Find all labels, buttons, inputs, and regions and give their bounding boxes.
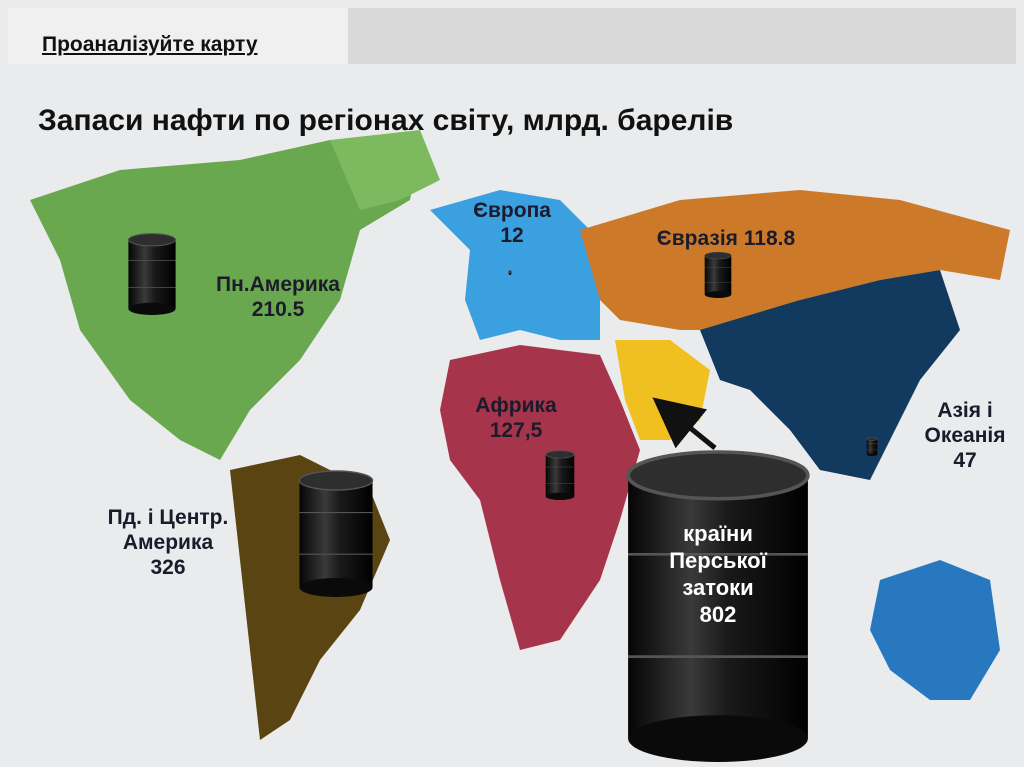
region-label: Євразія 118.8 <box>606 226 846 251</box>
north-america <box>30 140 420 460</box>
region-value: 127,5 <box>489 419 543 442</box>
header: Проаналізуйте карту <box>42 33 258 56</box>
barrel-bottom <box>299 577 373 597</box>
barrels <box>127 233 878 762</box>
barrel-bottom <box>545 492 575 500</box>
region-name: країни Перської затоки <box>669 521 767 600</box>
barrel-body <box>704 255 732 295</box>
barrel-top <box>127 233 177 247</box>
barrel <box>127 233 177 315</box>
barrel <box>545 450 575 500</box>
region-name: Пн.Америка <box>216 273 340 296</box>
europe <box>430 190 600 340</box>
barrel <box>508 270 512 275</box>
region-value: 47 <box>953 449 977 472</box>
barrel-bottom <box>866 453 878 456</box>
barrel-body <box>866 439 878 455</box>
barrel-body <box>545 454 575 497</box>
barrel <box>298 470 374 597</box>
barrel-top <box>866 437 878 441</box>
greenland <box>330 130 440 210</box>
region-label: країни Перської затоки 802 <box>643 520 793 628</box>
barrel <box>626 450 810 762</box>
region-value: 326 <box>150 556 186 579</box>
title: Запаси нафти по регіонах світу, млрд. ба… <box>38 104 734 137</box>
barrel-top <box>545 450 575 459</box>
region-label: Пд. і Центр. Америка 326 <box>88 505 248 580</box>
barrel-bottom <box>128 302 176 315</box>
region-name: Європа <box>473 199 551 222</box>
barrel-body <box>128 239 176 309</box>
region-label: Азія і Океанія 47 <box>910 398 1020 473</box>
barrel-bottom <box>704 291 732 299</box>
eurasia <box>580 190 1010 330</box>
australia <box>870 560 1000 700</box>
top-strip-panel <box>8 8 348 64</box>
region-label: Африка 127,5 <box>461 393 571 443</box>
region-value: 210.5 <box>251 298 305 321</box>
region-label: Пн.Америка 210.5 <box>193 272 363 322</box>
region-name: Євразія <box>656 227 738 250</box>
barrel <box>866 437 878 456</box>
barrel-body <box>628 475 808 739</box>
region-name: Азія і Океанія <box>924 399 1006 447</box>
region-value: 12 <box>500 224 524 247</box>
barrel-body <box>508 271 512 274</box>
barrel-top <box>704 251 732 260</box>
region-name: Африка <box>475 394 557 417</box>
africa <box>440 345 640 650</box>
region-name: Пд. і Центр. Америка <box>107 506 229 554</box>
region-label: Європа 12 <box>457 198 567 248</box>
barrel-body <box>299 480 373 588</box>
region-value: 802 <box>699 602 737 627</box>
barrel <box>704 251 732 299</box>
barrel-top <box>298 470 374 491</box>
barrel-top <box>626 450 810 501</box>
arrow <box>652 397 717 450</box>
region-value: 118.8 <box>743 227 796 250</box>
asia <box>700 270 960 480</box>
barrel-bottom <box>628 715 808 762</box>
